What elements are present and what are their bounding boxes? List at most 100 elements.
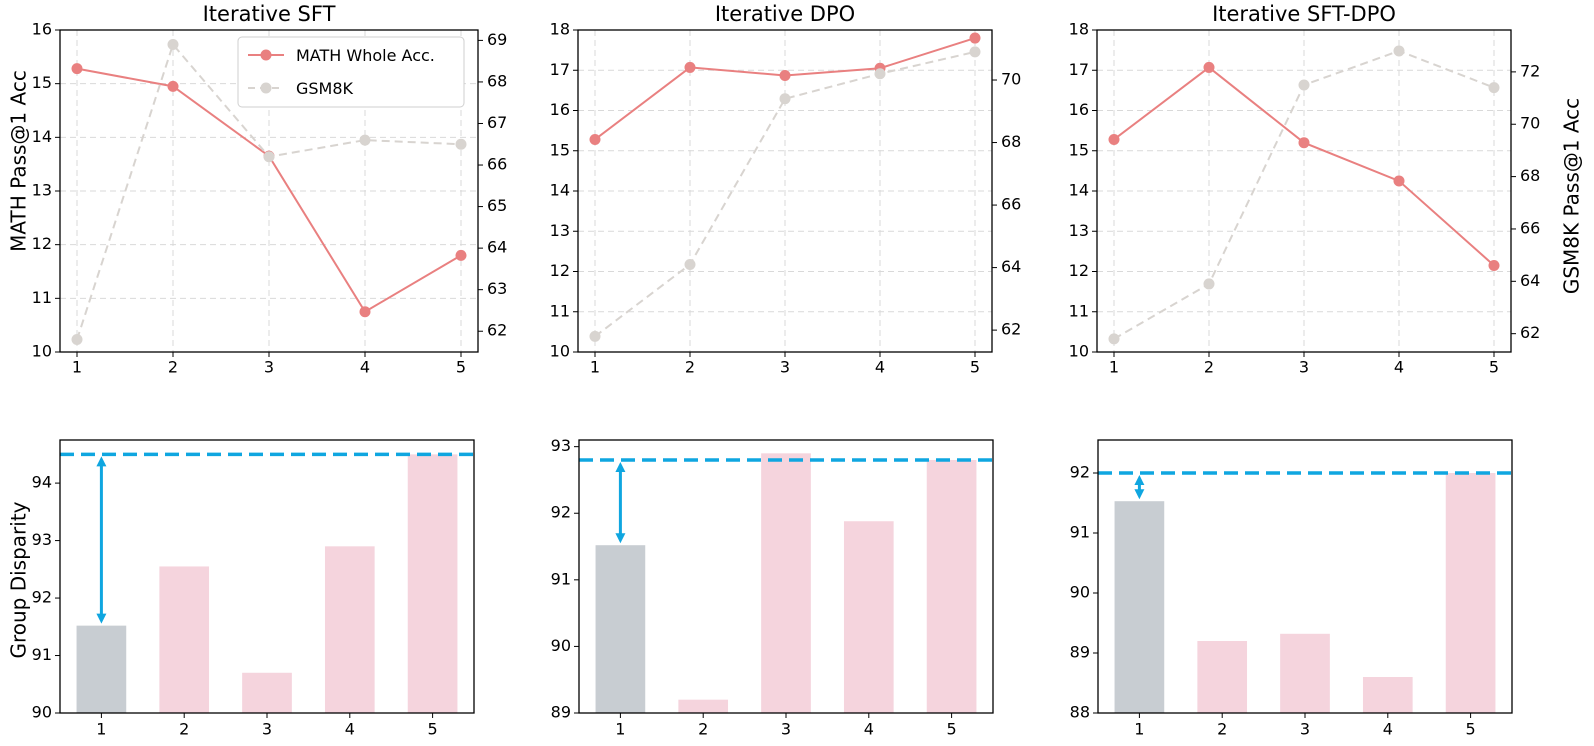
x-tick-label: 4 — [875, 358, 885, 377]
y-tick-label: 91 — [1070, 523, 1090, 542]
math-point — [1203, 61, 1215, 73]
y-tick-label: 13 — [32, 181, 52, 200]
bar-4 — [1362, 677, 1413, 713]
x-tick-label: 2 — [179, 720, 189, 739]
x-tick-label: 2 — [1217, 720, 1227, 739]
y2-tick-label: 64 — [487, 238, 507, 257]
legend: MATH Whole Acc. GSM8K — [237, 36, 465, 108]
x-tick-label: 1 — [590, 358, 600, 377]
bar-1 — [595, 545, 646, 713]
bar-1 — [76, 625, 127, 713]
line-panel-2: Iterative DPO101112131415161718626466687… — [550, 2, 1022, 377]
bar-4 — [843, 521, 894, 713]
x-tick-label: 3 — [262, 720, 272, 739]
y-tick-label: 10 — [550, 342, 570, 361]
x-tick-label: 5 — [1489, 358, 1499, 377]
y-tick-label: 12 — [550, 261, 570, 280]
x-tick-label: 1 — [96, 720, 106, 739]
math-point — [1488, 259, 1500, 271]
y2-tick-label: 62 — [1520, 323, 1540, 342]
bar-5 — [926, 459, 977, 713]
gsm8k-point — [589, 330, 601, 342]
y2-tick-label: 66 — [1001, 195, 1021, 214]
x-tick-label: 3 — [264, 358, 274, 377]
plot-frame — [59, 29, 479, 353]
y2-tick-label: 69 — [487, 30, 507, 49]
panel-title: Iterative SFT — [203, 2, 336, 26]
right-y-axis-label: GSM8K Pass@1 Acc — [1560, 98, 1584, 294]
gsm8k-point — [455, 138, 467, 150]
gsm8k-point — [263, 151, 275, 163]
legend-math-marker — [260, 49, 272, 61]
y2-tick-label: 70 — [1001, 70, 1021, 89]
legend-gsm-label: GSM8K — [296, 79, 354, 98]
y-tick-label: 16 — [550, 100, 570, 119]
x-tick-label: 4 — [864, 720, 874, 739]
y-tick-label: 13 — [1069, 221, 1089, 240]
gsm8k-point — [684, 258, 696, 270]
left-y-axis-label: MATH Pass@1 Acc — [7, 70, 31, 252]
bar-2 — [1197, 641, 1248, 713]
bar-3 — [1280, 633, 1330, 713]
y2-tick-label: 66 — [487, 155, 507, 174]
gap-arrow-head-bottom — [615, 533, 626, 544]
line-panel-3: Iterative SFT-DPO10111213141516171862646… — [1069, 2, 1541, 377]
panel-title: Iterative SFT-DPO — [1212, 2, 1396, 26]
y-tick-label: 18 — [1069, 20, 1089, 39]
y-tick-label: 89 — [551, 703, 571, 722]
math-point — [589, 133, 601, 145]
y-tick-label: 94 — [32, 473, 52, 492]
y-tick-label: 90 — [1070, 583, 1090, 602]
math-point — [779, 69, 791, 81]
y2-tick-label: 67 — [487, 113, 507, 132]
bar-2 — [678, 699, 729, 713]
x-tick-label: 2 — [685, 358, 695, 377]
gsm8k-point — [359, 134, 371, 146]
math-point — [71, 63, 83, 75]
y2-tick-label: 63 — [487, 279, 507, 298]
gsm8k-point — [779, 93, 791, 105]
legend-math-label: MATH Whole Acc. — [296, 46, 435, 65]
bar-3 — [242, 672, 292, 713]
gap-arrow-head-top — [615, 461, 626, 472]
y2-tick-label: 68 — [1001, 132, 1021, 151]
gap-arrow-head-top — [96, 456, 107, 467]
y2-tick-label: 64 — [1520, 271, 1540, 290]
y-tick-label: 92 — [32, 588, 52, 607]
plot-frame — [59, 439, 475, 714]
math-point — [455, 249, 467, 261]
x-tick-label: 1 — [1134, 720, 1144, 739]
x-tick-label: 1 — [1109, 358, 1119, 377]
x-tick-label: 5 — [947, 720, 957, 739]
x-tick-label: 2 — [168, 358, 178, 377]
gsm8k-point — [1108, 333, 1120, 345]
legend-box — [237, 36, 465, 108]
y-tick-label: 18 — [550, 20, 570, 39]
bar-3 — [761, 453, 811, 713]
bar-panel-2: 89 90 91 92 93 1 2 3 4 5 — [551, 436, 994, 739]
panel-title: Iterative DPO — [715, 2, 855, 26]
y-tick-label: 90 — [32, 703, 52, 722]
bar-1 — [1114, 501, 1165, 713]
y-tick-label: 17 — [1069, 60, 1089, 79]
y-tick-label: 10 — [32, 342, 52, 361]
y2-tick-label: 70 — [1520, 114, 1540, 133]
y2-tick-label: 65 — [487, 196, 507, 215]
gap-arrow-head-bottom — [96, 613, 107, 624]
y2-tick-label: 64 — [1001, 257, 1021, 276]
x-tick-label: 3 — [1300, 720, 1310, 739]
gsm8k-point — [1393, 45, 1405, 57]
y2-tick-label: 72 — [1520, 61, 1540, 80]
legend-gsm-marker — [260, 82, 272, 94]
y-tick-label: 93 — [551, 436, 571, 455]
y-tick-label: 16 — [1069, 100, 1089, 119]
y-tick-label: 17 — [550, 60, 570, 79]
x-tick-label: 4 — [345, 720, 355, 739]
gsm8k-series-line — [594, 50, 976, 338]
math-point — [684, 61, 696, 73]
x-tick-label: 4 — [1383, 720, 1393, 739]
x-tick-label: 1 — [615, 720, 625, 739]
x-tick-label: 2 — [1204, 358, 1214, 377]
y-tick-label: 12 — [1069, 261, 1089, 280]
